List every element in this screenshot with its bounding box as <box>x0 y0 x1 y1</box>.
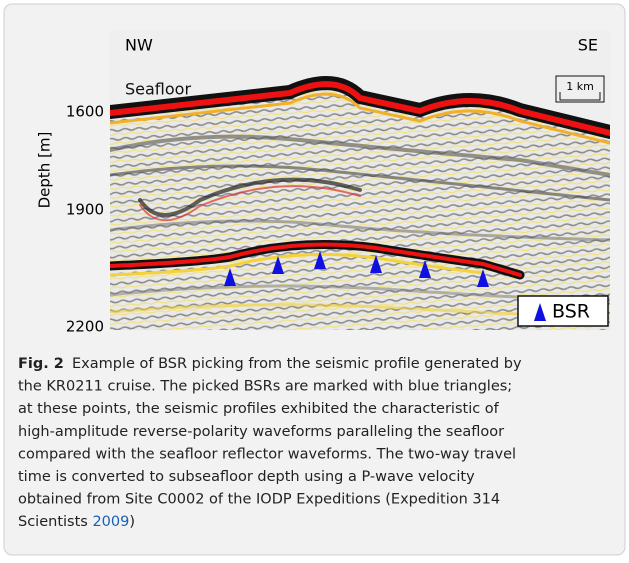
caption-text: ) <box>129 514 135 530</box>
seafloor-label: Seafloor <box>125 80 191 99</box>
seismic-image <box>110 30 610 330</box>
caption-line: obtained from Site C0002 of the IODP Exp… <box>18 492 500 508</box>
caption-line: the KR0211 cruise. The picked BSRs are m… <box>18 379 512 395</box>
citation-link[interactable]: 2009 <box>92 514 129 530</box>
caption-line: time is converted to subseafloor depth u… <box>18 469 475 485</box>
caption-line: Example of BSR picking from the seismic … <box>72 356 522 372</box>
caption-line: at these points, the seismic profiles ex… <box>18 401 500 417</box>
caption: Example of BSR picking from the seismic … <box>18 356 522 508</box>
caption-text: Scientists <box>18 514 88 530</box>
axis-label: Depth [m] <box>36 132 54 209</box>
caption-line: compared with the seafloor reflector wav… <box>18 446 516 462</box>
tick-label: 2200 <box>66 318 104 336</box>
tick-label: 1600 <box>66 103 104 121</box>
caption-line: Scientists 2009) <box>18 514 135 530</box>
tick-label: 1900 <box>66 201 104 219</box>
legend-label: BSR <box>552 301 590 323</box>
figure-page: NW SE Seafloor 1 km BSR 1600 1900 2200 D… <box>0 0 629 559</box>
caption-label: Fig. 2 <box>18 356 64 372</box>
direction-label: SE <box>578 36 598 55</box>
direction-label: NW <box>125 36 153 55</box>
caption-line: high-amplitude reverse-polarity waveform… <box>18 424 504 440</box>
scale-label: 1 km <box>566 80 594 93</box>
